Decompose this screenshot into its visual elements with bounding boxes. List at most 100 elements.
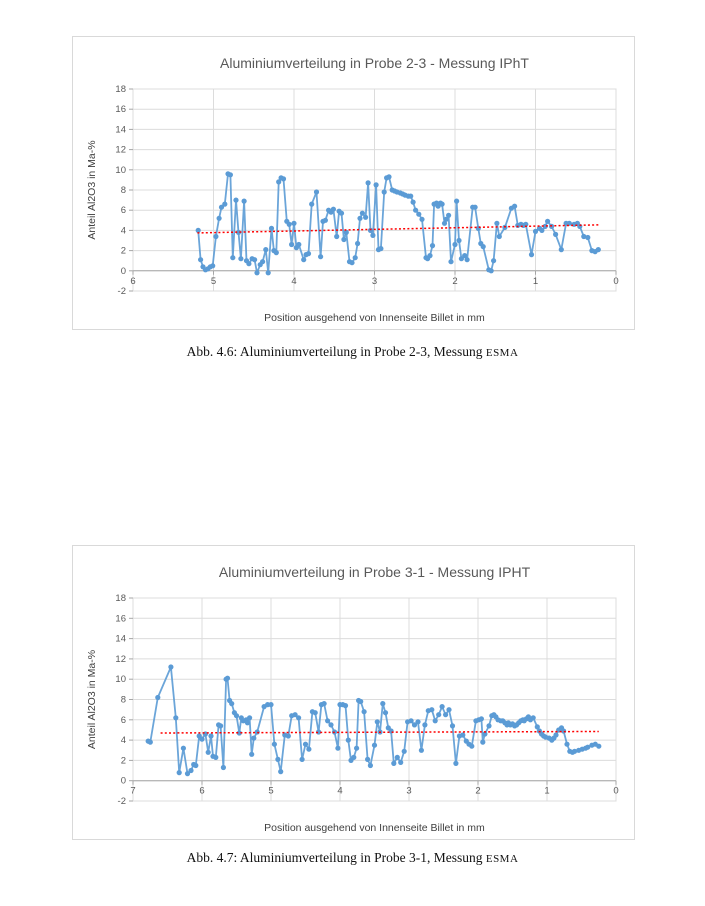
data-point-marker [452,241,458,248]
data-point-marker [491,258,497,264]
data-point-marker [422,722,428,728]
y-tick-label: 16 [115,613,126,624]
data-point-marker [429,707,435,713]
x-axis-label: Position ausgehend von Innenseite Billet… [264,822,485,834]
data-point-marker [523,221,529,227]
data-point-marker [401,748,407,754]
data-point-marker [446,707,452,713]
x-tick-label: 3 [406,786,411,797]
data-point-marker [341,236,347,243]
data-point-marker [480,739,486,745]
data-point-marker [260,259,266,265]
data-point-marker [394,754,400,760]
data-series-line [197,172,599,274]
y-axis-label: Anteil Al2O3 in Ma-% [86,650,98,749]
data-point-marker [365,756,371,762]
y-tick-label: 10 [115,165,126,176]
data-point-marker [216,215,222,221]
data-point-marker [585,234,591,241]
data-point-marker [359,210,365,216]
x-tick-label: 6 [130,276,135,287]
data-point-marker [355,240,361,247]
data-point-marker [312,710,318,716]
data-point-marker [566,220,572,226]
chart-title: Aluminiumverteilung in Probe 2-3 - Messu… [220,55,529,71]
data-point-marker [147,739,153,745]
data-point-marker [330,206,336,212]
data-point-marker [180,745,186,751]
data-point-marker [345,737,351,743]
x-tick-label: 5 [268,786,273,797]
data-point-marker [532,228,539,234]
data-point-marker [313,189,320,195]
figure-caption-4-7: Abb. 4.7: Aluminiumverteilung in Probe 3… [0,850,705,866]
y-tick-label: -2 [118,796,126,807]
data-point-marker [328,722,334,728]
data-point-marker [275,756,281,762]
data-point-marker [296,241,302,248]
data-point-marker [299,756,305,762]
data-point-marker [227,172,233,178]
y-tick-label: 18 [115,84,126,95]
data-point-marker [419,216,425,222]
data-point-marker [235,229,242,235]
x-tick-label: 4 [337,786,342,797]
chart-title: Aluminiumverteilung in Probe 3-1 - Messu… [219,564,531,580]
data-point-marker [244,720,251,726]
data-point-marker [176,770,182,776]
data-point-marker [478,716,484,722]
x-tick-label: 1 [544,786,549,797]
data-point-marker [415,719,421,725]
data-point-marker [534,724,540,730]
x-tick-label: 5 [211,276,216,287]
data-point-marker [408,718,414,724]
caption-smallcaps: ESMA [485,347,519,359]
data-point-marker [249,751,255,757]
data-point-marker [410,199,416,205]
data-point-marker [446,212,452,218]
caption-text: Aluminiumverteilung in Probe 3-1, Messun… [237,850,486,865]
y-tick-label: 4 [121,735,126,746]
x-tick-label: 1 [533,276,538,287]
data-point-marker [408,193,414,199]
data-point-marker [596,743,602,749]
data-point-marker [462,253,468,259]
caption-text: Aluminiumverteilung in Probe 2-3, Messun… [237,344,486,359]
data-point-marker [357,215,363,221]
y-tick-label: -2 [118,286,126,297]
data-point-marker [220,764,226,771]
data-point-marker [361,709,367,715]
data-point-marker [278,769,284,775]
data-point-marker [456,237,462,244]
data-point-marker [218,204,225,210]
data-point-marker [213,233,219,240]
data-point-marker [496,233,502,240]
data-point-marker [416,211,422,217]
y-tick-label: 14 [115,634,126,645]
data-point-marker [374,719,380,725]
y-tick-label: 2 [121,246,126,257]
x-tick-label: 0 [613,786,618,797]
data-point-marker [464,257,470,263]
data-point-marker [443,216,449,222]
data-point-marker [349,260,355,266]
x-tick-label: 3 [372,276,377,287]
data-point-marker [268,225,275,231]
data-point-marker [441,220,448,226]
data-point-marker [233,713,240,719]
data-point-marker [398,759,404,765]
x-tick-label: 4 [291,276,296,287]
y-tick-label: 10 [115,674,126,685]
data-point-marker [229,701,235,707]
data-point-marker [432,718,438,724]
data-point-marker [263,247,269,253]
data-point-marker [251,735,257,741]
data-point-marker [429,243,436,249]
data-point-marker [309,201,315,207]
data-point-marker [276,179,282,185]
data-point-marker [413,207,419,213]
data-point-marker [365,180,371,186]
x-tick-label: 2 [475,786,480,797]
data-point-marker [448,259,454,265]
